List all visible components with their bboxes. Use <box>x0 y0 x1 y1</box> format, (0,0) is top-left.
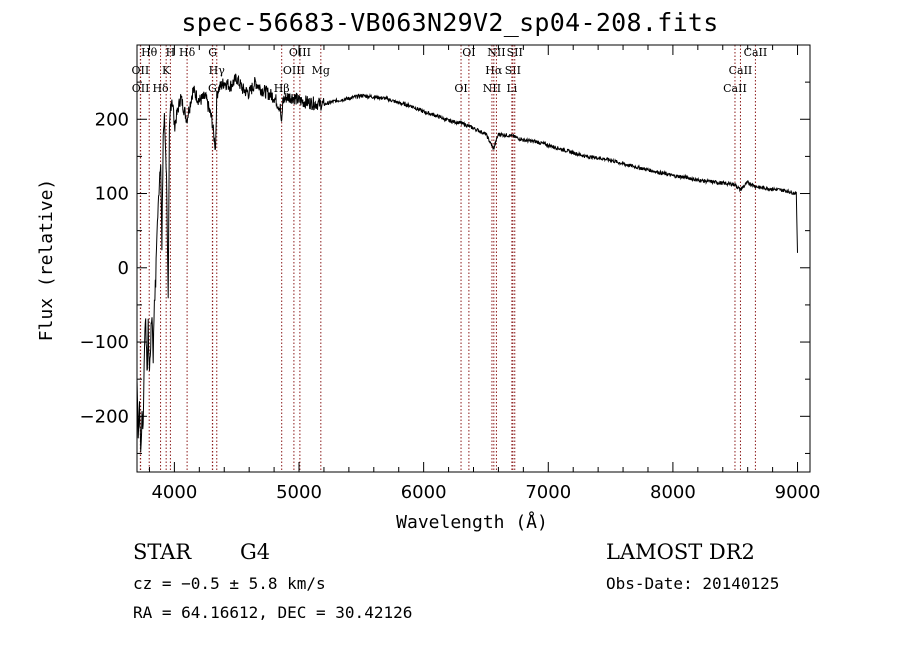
y-tick-label: 100 <box>95 184 129 205</box>
x-tick-label: 8000 <box>650 482 696 503</box>
spectral-line-label: NII <box>487 46 505 59</box>
spectral-line-label: SII <box>505 64 521 77</box>
spectral-line-markers: HθOIIOIIHKHδHδHγGGOIIIHβOIIIMgOIOIHαNIIN… <box>132 45 768 472</box>
spectrum-line <box>136 73 798 452</box>
x-tick-label: 6000 <box>401 482 447 503</box>
spectral-line-label: OIII <box>289 46 311 59</box>
chart-title: spec-56683-VB063N29V2_sp04-208.fits <box>181 8 719 37</box>
spectral-line-label: CaII <box>723 82 747 95</box>
spectral-line-label: K <box>162 64 171 77</box>
spectral-line-label: CaII <box>729 64 753 77</box>
observation-date: Obs-Date: 20140125 <box>606 574 780 593</box>
plot-frame <box>136 44 811 473</box>
survey-name: LAMOST DR2 <box>606 540 755 564</box>
spectral-line-label: G <box>208 46 217 59</box>
spectral-line-label: CaII <box>744 46 768 59</box>
spectral-line-label: Hβ <box>274 82 290 95</box>
spectral-line-label: H <box>166 46 176 59</box>
spectral-line-label: Li <box>506 82 517 95</box>
y-axis-label: Flux (relative) <box>36 179 57 342</box>
x-tick-label: 5000 <box>276 482 322 503</box>
x-tick-label: 9000 <box>775 482 821 503</box>
x-axis-label: Wavelength (Å) <box>396 511 548 533</box>
spectral-line-label: SII <box>507 46 523 59</box>
spectral-line-label: OIII <box>283 64 305 77</box>
spectral-line-label: Hα <box>485 64 503 77</box>
spectral-line-label: Mg <box>312 64 330 77</box>
spectral-line-label: Hδ <box>179 46 196 59</box>
y-tick-label: −200 <box>80 406 129 427</box>
y-tick-label: 0 <box>118 258 129 279</box>
x-tick-label: 7000 <box>525 482 571 503</box>
object-class: STAR <box>133 540 192 564</box>
spectral-line-label: NII <box>483 82 501 95</box>
spectral-line-label: OI <box>454 82 467 95</box>
redshift-cz: cz = −0.5 ± 5.8 km/s <box>133 574 326 593</box>
ra-dec-coordinates: RA = 64.16612, DEC = 30.42126 <box>133 603 413 622</box>
x-tick-label: 4000 <box>151 482 197 503</box>
spectral-line-label: Hδ <box>152 82 169 95</box>
axes: 4000 5000 6000 7000 8000 9000 −200 −100 0 100 200 <box>80 44 821 503</box>
y-tick-label: 200 <box>95 109 129 130</box>
object-subclass: G4 <box>240 540 271 564</box>
spectral-line-label: OI <box>462 46 475 59</box>
y-tick-label: −100 <box>80 332 129 353</box>
spectral-line-label: Hθ <box>141 46 158 59</box>
spectral-line-label: OII <box>132 82 150 95</box>
spectral-line-label: Hγ <box>209 64 226 77</box>
